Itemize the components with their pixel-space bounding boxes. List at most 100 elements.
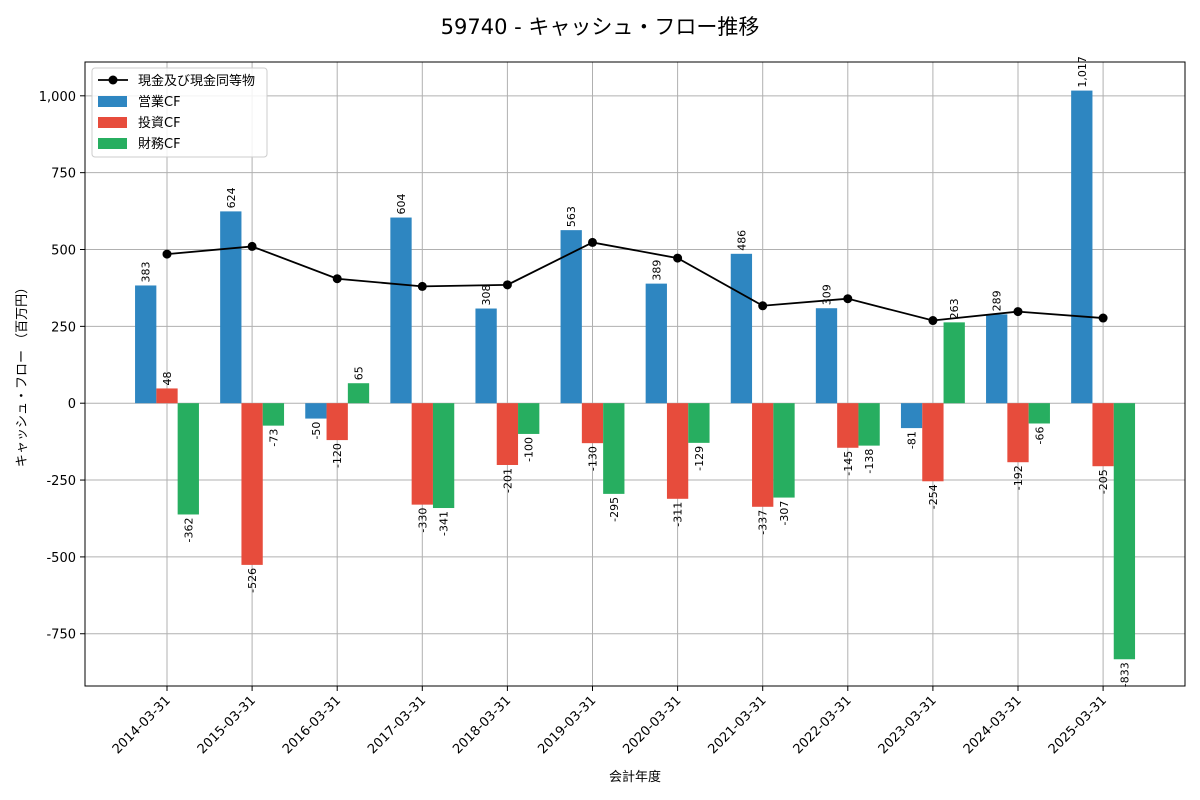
cash-equivalents-point	[758, 301, 768, 311]
operating-cf-bar	[560, 230, 582, 404]
x-tick-label: 2018-03-31	[450, 693, 514, 757]
operating-cf-label: 563	[565, 206, 578, 227]
y-tick-label: 750	[51, 167, 76, 182]
operating-cf-label: 604	[395, 194, 408, 215]
x-tick-label: 2015-03-31	[195, 693, 259, 757]
financing-cf-label: -138	[863, 449, 876, 474]
investing-cf-label: -526	[246, 568, 259, 593]
y-tick-label: -250	[46, 474, 76, 489]
investing-cf-bar	[752, 403, 774, 507]
y-tick-label: 1,000	[39, 90, 76, 105]
investing-cf-bar	[1007, 403, 1029, 463]
financing-cf-bar	[1113, 403, 1136, 660]
x-tick-label: 2016-03-31	[280, 693, 344, 757]
investing-cf-bar	[411, 403, 433, 505]
y-tick-label: 0	[68, 397, 76, 412]
cash-equivalents-line	[166, 241, 1104, 322]
y-tick-label: 250	[51, 320, 76, 335]
financing-cf-label: -295	[608, 497, 621, 522]
operating-cf-label: 383	[140, 261, 153, 282]
x-tick-label: 2024-03-31	[961, 693, 1025, 757]
legend-label-investing: 投資CF	[138, 115, 181, 131]
financing-cf-label: -66	[1033, 426, 1046, 444]
cash-equivalents-point	[673, 253, 683, 263]
investing-cf-label: 48	[161, 371, 174, 385]
investing-cf-label: -337	[757, 510, 770, 535]
legend-swatch-financing	[98, 138, 127, 149]
chart-title: 59740 - キャッシュ・フロー推移	[441, 15, 760, 39]
operating-cf-bar	[475, 308, 497, 404]
financing-cf-label: -129	[693, 446, 706, 471]
operating-cf-bar	[730, 253, 753, 404]
financing-cf-bar	[177, 403, 199, 515]
cash-equivalents-point	[928, 316, 938, 326]
operating-cf-bar	[900, 403, 923, 429]
investing-cf-bar	[326, 403, 348, 441]
financing-cf-bar	[432, 403, 455, 509]
cash-equivalents-point	[247, 241, 257, 251]
financing-cf-label: 263	[948, 298, 961, 319]
investing-cf-bar	[922, 403, 944, 482]
legend-marker-icon	[108, 75, 118, 85]
cash-line-series	[162, 237, 1108, 326]
operating-cf-bar	[645, 283, 667, 404]
operating-cf-bar	[815, 308, 838, 404]
plot-frame	[84, 61, 1186, 687]
legend-label-financing: 財務CF	[138, 137, 181, 152]
financing-cf-label: -341	[438, 511, 451, 536]
x-axis-ticks: 2014-03-31 2015-03-31 2016-03-31 2017-03-31…	[110, 686, 1110, 757]
investing-cf-bar	[1092, 403, 1114, 467]
x-tick-label: 2014-03-31	[110, 693, 174, 757]
cash-equivalents-point	[502, 280, 512, 290]
operating-cf-bar	[1071, 90, 1093, 404]
cash-equivalents-point	[1098, 313, 1108, 323]
operating-cf-bar	[986, 314, 1008, 404]
financing-cf-label: -362	[182, 517, 195, 542]
financing-cf-label: -100	[523, 437, 536, 462]
legend: 現金及び現金同等物 営業CF 投資CF 財務CF	[91, 67, 268, 158]
investing-cf-bar	[496, 403, 519, 465]
y-axis-ticks: -750 -500 -250 0 250 500 750 1,000	[39, 90, 85, 643]
x-axis-label: 会計年度	[609, 769, 661, 785]
financing-cf-bar	[262, 403, 285, 426]
financing-cf-label: -833	[1118, 662, 1131, 687]
x-tick-label: 2017-03-31	[365, 693, 429, 757]
y-tick-label: -500	[46, 551, 76, 566]
financing-cf-bar	[773, 403, 795, 498]
legend-box	[91, 67, 268, 158]
bar-value-labels: 383 624 -50 604 308 563 389 486 309 -81 289 1,017 48…	[140, 56, 1132, 687]
investing-cf-bar	[837, 403, 859, 448]
cash-equivalents-point	[162, 249, 172, 259]
bars	[135, 90, 1136, 660]
investing-cf-label: -205	[1097, 469, 1110, 494]
legend-swatch-investing	[98, 117, 127, 128]
financing-cf-bar	[347, 383, 370, 404]
investing-cf-label: -330	[416, 508, 429, 533]
investing-cf-bar	[241, 403, 263, 565]
y-tick-label: 500	[51, 244, 76, 259]
financing-cf-label: -307	[778, 501, 791, 526]
operating-cf-label: 309	[821, 284, 834, 305]
operating-cf-bar	[305, 403, 327, 419]
y-tick-label: -750	[46, 628, 76, 643]
cash-equivalents-point	[332, 274, 342, 284]
operating-cf-label: -81	[906, 431, 919, 449]
operating-cf-label: -50	[310, 422, 323, 440]
cash-equivalents-point	[417, 281, 427, 291]
operating-cf-label: 1,017	[1076, 56, 1089, 88]
operating-cf-label: 486	[735, 230, 748, 251]
financing-cf-label: -73	[267, 429, 280, 447]
x-tick-label: 2023-03-31	[876, 693, 940, 757]
investing-cf-label: -311	[672, 502, 685, 527]
operating-cf-label: 389	[650, 260, 663, 281]
x-tick-label: 2020-03-31	[620, 693, 684, 757]
financing-cf-bar	[518, 403, 540, 434]
operating-cf-label: 624	[225, 187, 238, 208]
investing-cf-label: -201	[501, 468, 514, 493]
cash-equivalents-point	[1013, 307, 1023, 317]
financing-cf-bar	[1028, 403, 1050, 424]
investing-cf-label: -254	[927, 484, 940, 509]
cash-equivalents-point	[588, 237, 597, 247]
x-tick-label: 2019-03-31	[535, 693, 599, 757]
